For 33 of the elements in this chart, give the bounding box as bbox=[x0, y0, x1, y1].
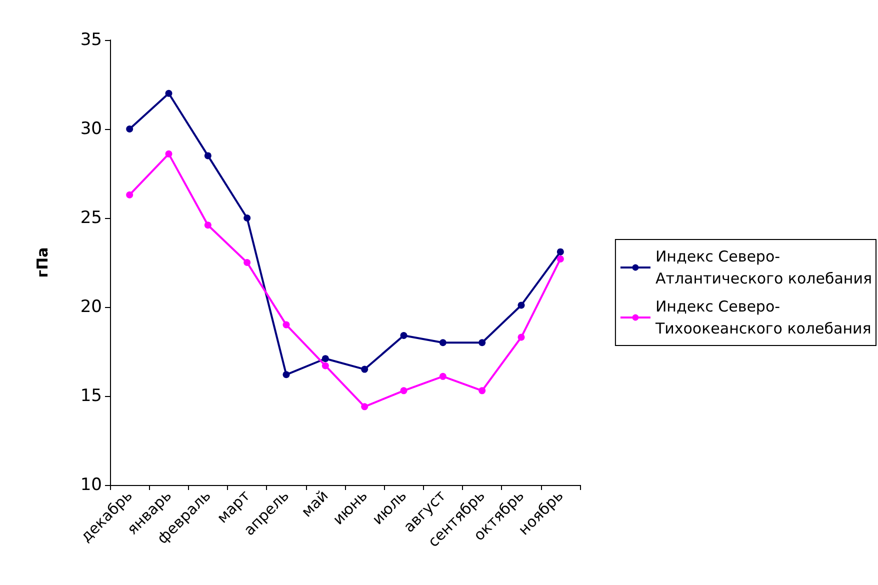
legend-label: Индекс Северо-Тихоокеанского колебания bbox=[654, 298, 872, 338]
point bbox=[361, 403, 368, 410]
point bbox=[282, 371, 290, 378]
point bbox=[556, 255, 564, 262]
point bbox=[322, 362, 329, 370]
point bbox=[439, 339, 446, 346]
y-tick-label: 10 bbox=[80, 475, 102, 495]
point bbox=[556, 248, 564, 256]
point bbox=[204, 152, 212, 160]
point bbox=[478, 339, 486, 346]
point bbox=[282, 321, 290, 328]
y-tick-label: 35 bbox=[80, 30, 102, 50]
point bbox=[244, 259, 251, 266]
y-axis-title: гПа bbox=[34, 247, 52, 278]
point bbox=[126, 191, 134, 198]
y-tick-label: 25 bbox=[80, 208, 102, 228]
point bbox=[322, 355, 329, 362]
point bbox=[439, 372, 446, 380]
point bbox=[518, 302, 525, 309]
point bbox=[361, 366, 368, 373]
y-tick-label: 30 bbox=[80, 119, 102, 139]
y-tick-label: 20 bbox=[80, 297, 102, 317]
point bbox=[518, 334, 525, 341]
point bbox=[244, 214, 251, 222]
point bbox=[165, 150, 172, 158]
point bbox=[165, 90, 172, 97]
legend-label: Индекс Северо-Атлантического колебания bbox=[655, 248, 872, 288]
point bbox=[400, 332, 408, 339]
point bbox=[478, 387, 486, 394]
point bbox=[204, 222, 212, 229]
point bbox=[126, 126, 134, 132]
y-tick-label: 15 bbox=[80, 386, 102, 406]
point bbox=[400, 387, 408, 394]
